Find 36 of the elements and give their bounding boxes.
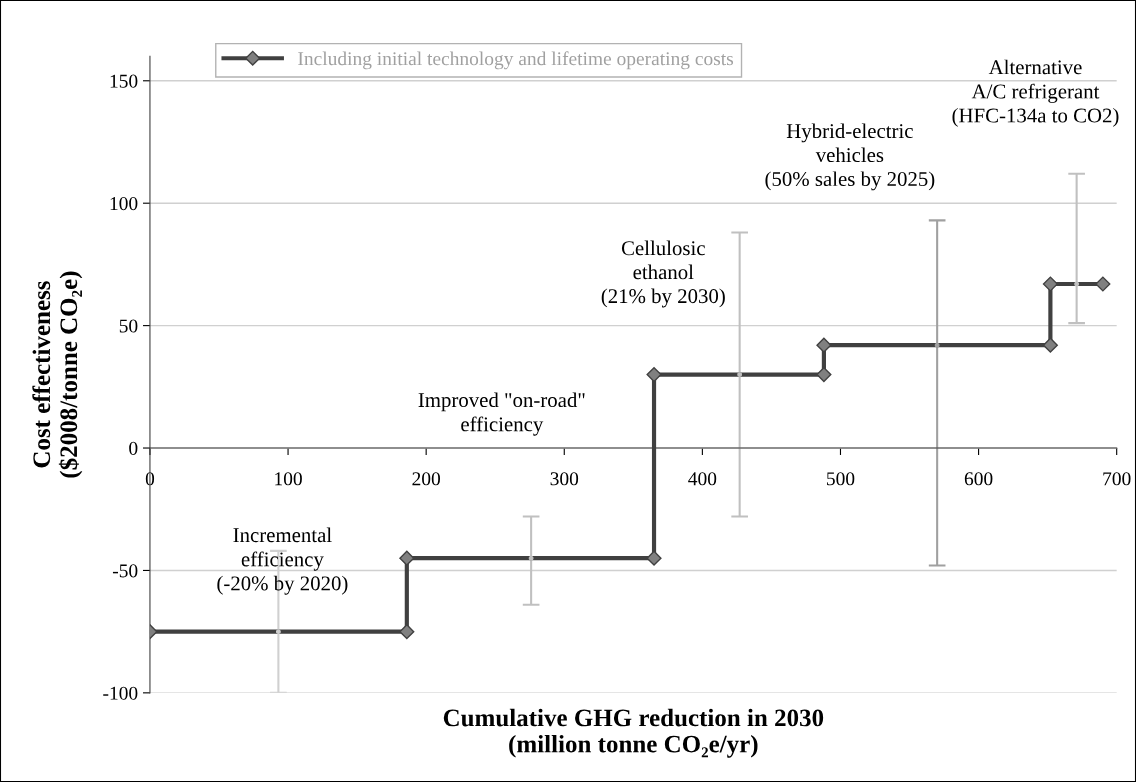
y-tick-label: 150 [110,74,138,88]
legend-label: Including initial technology and lifetime operating costs [298,51,734,70]
x-tick-label: 500 [827,472,855,486]
point [646,550,662,566]
point [934,342,940,348]
x-tick-label: 100 [275,472,302,486]
y-tick-label: 50 [119,319,138,333]
point [816,337,832,353]
x-tick-label: 200 [412,472,440,486]
point [1095,276,1111,292]
point [1074,281,1080,287]
y-axis-title: Cost effectiveness ($2008/tonne CO₂e) [32,271,83,478]
y-tick-label: 0 [129,441,138,455]
point [816,367,832,383]
annotation: Hybrid-electric vehicles (50% sales by 2025) [765,123,935,191]
x-tick-label: 300 [550,472,579,486]
annotation: Alternative A/C refrigerant (HFC-134a to CO2) [952,59,1119,127]
annotation: Incremental efficiency (-20% by 2020) [217,527,348,595]
point [528,555,534,561]
point [399,550,415,566]
point [275,629,281,635]
point [646,367,662,383]
annotation: Cellulosic ethanol (21% by 2030) [601,240,725,308]
x-tick-label: 600 [964,472,993,486]
point [1042,276,1058,292]
point [737,372,743,378]
y-tick-label: 100 [110,197,138,211]
x-tick-label: 0 [145,472,155,486]
point [399,624,415,640]
x-tick-label: 700 [1103,472,1131,486]
y-tick-label: -100 [103,686,138,700]
annotation: Improved "on-road" efficiency [418,392,585,436]
point [1042,337,1058,353]
x-axis-title: Cumulative GHG reduction in 2030 (million tonne CO₂e/yr) [443,708,824,758]
y-tick-label: -50 [112,564,138,578]
x-tick-label: 400 [688,472,717,486]
